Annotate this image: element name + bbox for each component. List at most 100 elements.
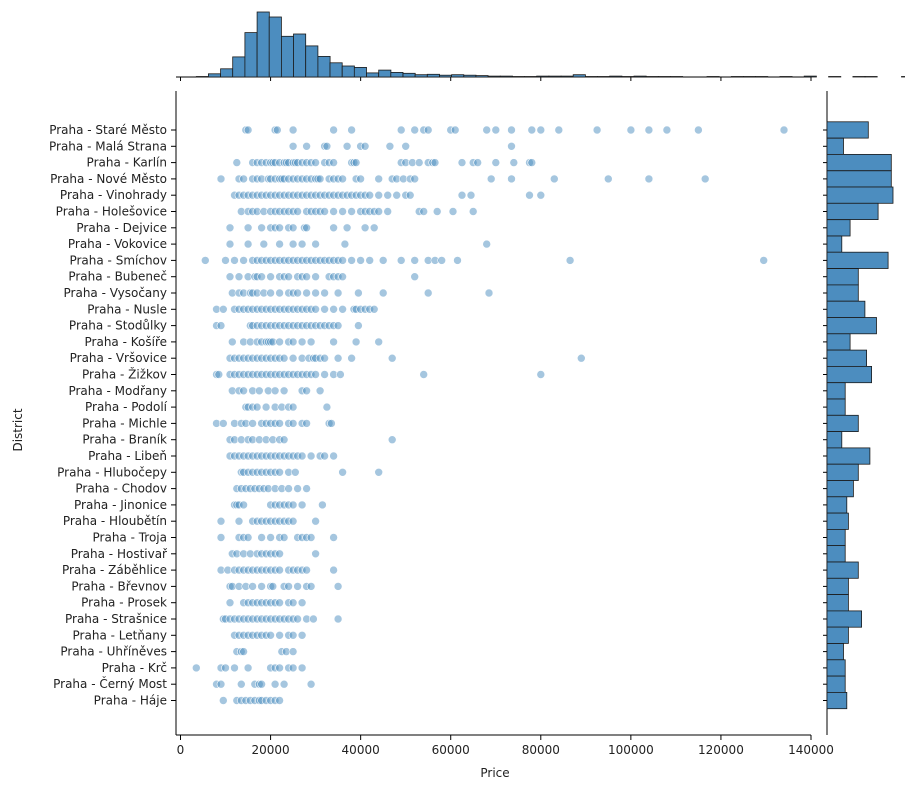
scatter-point (216, 321, 226, 330)
scatter-point (385, 142, 395, 151)
top-hist-bar (475, 75, 489, 78)
scatter-point (320, 207, 329, 216)
scatter-point (340, 239, 350, 249)
scatter-point (214, 370, 224, 379)
scatter-point (288, 239, 298, 249)
scatter-point (387, 353, 397, 363)
scatter-point (342, 142, 352, 151)
scatter-point (360, 142, 370, 151)
right-hist-bar (826, 643, 844, 661)
scatter-point (302, 272, 311, 282)
right-hist-bar (826, 284, 859, 302)
scatter-plot-area: 0 20000 40000 60000 80000 100000 120000 140000 P… (49, 91, 834, 757)
scatter-point (347, 207, 356, 216)
scatter-point (288, 647, 298, 656)
scatter-point (288, 500, 298, 510)
top-hist-bar (426, 73, 440, 78)
x-tick-label: 60000 (432, 743, 470, 757)
scatter-point (243, 125, 253, 135)
scatter-point (297, 598, 307, 608)
scatter-point (329, 565, 338, 575)
scatter-point (284, 582, 293, 591)
right-hist-bar (826, 431, 843, 449)
y-tick-label: Praha - Uhříněves (60, 645, 167, 659)
scatter-point (338, 304, 347, 314)
scatter-point (320, 451, 329, 461)
scatter-point (297, 663, 307, 673)
y-tick-label: Praha - Letňany (73, 628, 167, 642)
y-tick-label: Praha - Holešovice (56, 205, 167, 219)
y-tick-label: Praha - Záběhlice (62, 563, 167, 577)
scatter-point (221, 663, 230, 673)
right-hist-bar (826, 463, 859, 481)
y-tick-label: Praha - Žižkov (82, 367, 167, 382)
scatter-point (410, 174, 420, 184)
x-tick-label: 0 (177, 743, 185, 757)
scatter-point (311, 304, 320, 314)
scatter-point (225, 272, 235, 282)
scatter-point (302, 565, 311, 575)
scatter-point (216, 174, 226, 184)
scatter-point (234, 516, 244, 526)
y-tick-label: Praha - Vysočany (64, 286, 167, 300)
y-tick-label: Praha - Dejvice (76, 221, 167, 235)
scatter-point (419, 370, 429, 379)
scatter-point (275, 549, 284, 559)
scatter-point (243, 533, 253, 542)
scatter-point (423, 125, 433, 135)
scatter-point (383, 207, 393, 216)
right-hist-bar (826, 268, 859, 286)
scatter-point (288, 223, 298, 233)
right-hist-bar (826, 480, 854, 498)
scatter-point (374, 207, 384, 216)
x-tick-label: 40000 (342, 743, 380, 757)
scatter-point (315, 174, 325, 184)
scatter-point (261, 402, 271, 412)
scatter-point (288, 142, 298, 151)
scatter-point (318, 500, 327, 510)
scatter-point (700, 174, 710, 184)
scatter-point (322, 402, 332, 412)
scatter-point (243, 239, 253, 249)
scatter-point (216, 533, 226, 542)
y-tick-label: Praha - Podolí (85, 400, 168, 414)
right-hist-bar (826, 170, 892, 188)
y-tick-label: Praha - Vinohrady (60, 188, 167, 202)
right-hist-bar (826, 414, 859, 432)
scatter-point (270, 386, 280, 396)
top-hist-bar (803, 75, 817, 78)
y-tick-label: Praha - Strašnice (65, 612, 167, 626)
scatter-point (536, 370, 546, 379)
scatter-point (270, 679, 280, 689)
y-axis-label: District (11, 408, 25, 451)
scatter-point (423, 288, 433, 298)
scatter-point (369, 304, 379, 314)
scatter-point (266, 630, 275, 640)
scatter-point (311, 549, 320, 559)
scatter-point (293, 582, 302, 591)
scatter-point (254, 386, 264, 396)
right-hist-bar (826, 365, 872, 384)
scatter-point (239, 500, 248, 510)
scatter-point (351, 337, 361, 347)
scatter-point (311, 288, 320, 298)
scatter-point (306, 337, 316, 347)
scatter-point (293, 288, 302, 298)
right-hist-bar (826, 398, 846, 416)
top-hist-bar (657, 76, 671, 78)
scatter-point (230, 663, 239, 673)
y-tick-label: Praha - Košíře (85, 335, 167, 349)
x-tick-label: 140000 (788, 743, 834, 757)
scatter-point (374, 190, 384, 200)
y-tick-label: Praha - Háje (94, 694, 167, 708)
scatter-point (525, 190, 534, 200)
scatter-point (356, 174, 365, 184)
top-hist-bar (864, 76, 878, 78)
scatter-point (239, 256, 248, 265)
scatter-point (275, 565, 284, 575)
scatter-point (401, 142, 411, 151)
scatter-point (288, 630, 298, 640)
scatter-point (237, 679, 246, 689)
scatter-point (306, 533, 316, 542)
